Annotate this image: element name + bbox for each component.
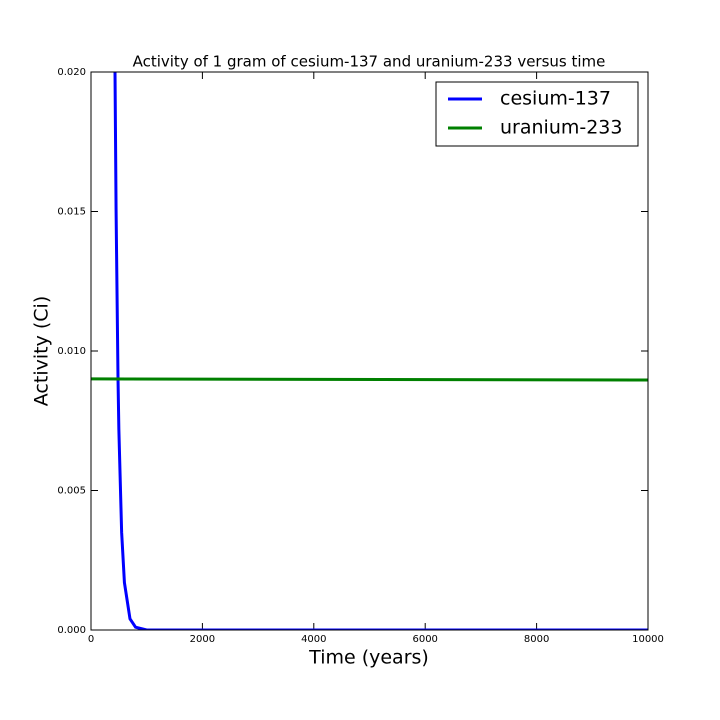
x-axis-label: Time (years) bbox=[308, 647, 429, 669]
plot-area bbox=[91, 72, 648, 630]
y-tick-label: 0.005 bbox=[57, 486, 86, 497]
series-line bbox=[91, 377, 648, 382]
legend-label: uranium-233 bbox=[500, 117, 623, 139]
plot-lines bbox=[91, 72, 648, 630]
x-tick-label: 8000 bbox=[524, 634, 549, 645]
x-tick-label: 0 bbox=[88, 634, 94, 645]
y-tick-label: 0.020 bbox=[57, 67, 86, 78]
legend-box bbox=[435, 81, 639, 147]
chart-title: Activity of 1 gram of cesium-137 and ura… bbox=[133, 53, 606, 71]
x-tick-label: 10000 bbox=[632, 634, 664, 645]
series-line bbox=[113, 72, 648, 630]
x-tick-label: 4000 bbox=[301, 634, 326, 645]
y-tick-label: 0.000 bbox=[57, 625, 86, 636]
y-tick-label: 0.015 bbox=[57, 207, 86, 218]
legend-label: cesium-137 bbox=[500, 88, 611, 110]
x-tick-label: 6000 bbox=[412, 634, 437, 645]
y-tick-label: 0.010 bbox=[57, 346, 86, 357]
y-axis-label: Activity (Ci) bbox=[31, 296, 53, 406]
x-tick-label: 2000 bbox=[190, 634, 215, 645]
plot-frame bbox=[90, 71, 649, 631]
